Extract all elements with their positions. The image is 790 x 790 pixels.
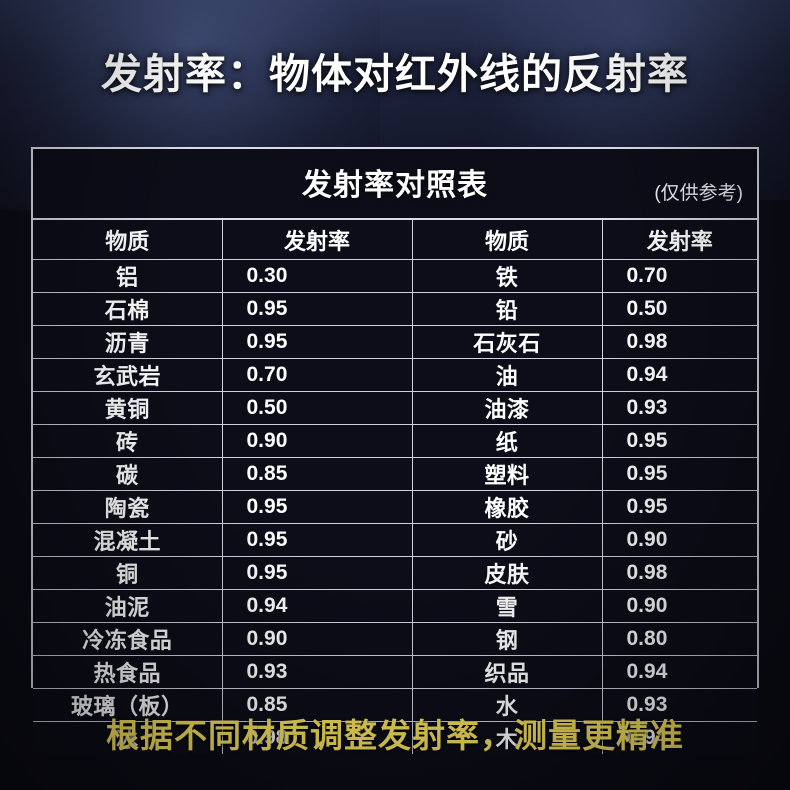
cell-emissivity-left: 0.85	[221, 457, 413, 491]
cell-substance-right: 织品	[411, 655, 603, 689]
table-row: 油泥 0.94 雪 0.90	[33, 589, 757, 623]
cell-emissivity-left: 0.95	[221, 325, 413, 359]
table-header-row: 物质 发射率 物质 发射率	[33, 220, 757, 260]
emissivity-table-card: 发射率对照表 (仅供参考) 物质 发射率 物质 发射率 铝 0.30 铁 0.70 石棉…	[31, 147, 759, 754]
cell-emissivity-left: 0.93	[221, 655, 413, 689]
table-row: 冷冻食品 0.90 钢 0.80	[33, 622, 757, 656]
cell-emissivity-right: 0.94	[601, 655, 757, 689]
cell-substance-right: 砂	[411, 523, 603, 557]
table-row: 石棉 0.95 铅 0.50	[33, 292, 757, 326]
cell-substance-left: 油泥	[33, 589, 223, 623]
cell-emissivity-left: 0.90	[221, 424, 413, 458]
cell-substance-right: 油漆	[411, 391, 603, 425]
cell-emissivity-left: 0.95	[221, 556, 413, 590]
emissivity-table: 物质 发射率 物质 发射率 铝 0.30 铁 0.70 石棉 0.95 铅 0.50 沥青 0.9…	[33, 220, 757, 754]
cell-substance-right: 铅	[411, 292, 603, 326]
cell-substance-left: 铜	[33, 556, 223, 590]
cell-emissivity-right: 0.94	[601, 358, 757, 392]
table-row: 玻璃（板） 0.85 水 0.93	[33, 688, 757, 722]
column-header-substance-left: 物质	[33, 220, 223, 260]
cell-substance-left: 热食品	[33, 655, 223, 689]
cell-emissivity-left: 0.30	[221, 259, 413, 293]
cell-substance-right: 铁	[411, 259, 603, 293]
table-row: 混凝土 0.95 砂 0.90	[33, 523, 757, 557]
table-row: 热食品 0.93 织品 0.94	[33, 655, 757, 689]
table-row: 沥青 0.95 石灰石 0.98	[33, 325, 757, 359]
cell-substance-left: 砖	[33, 424, 223, 458]
cell-emissivity-left: 0.95	[221, 523, 413, 557]
cell-substance-right: 橡胶	[411, 490, 603, 524]
cell-emissivity-right: 0.98	[601, 325, 757, 359]
table-row: 碳 0.85 塑料 0.95	[33, 457, 757, 491]
cell-emissivity-right: 0.80	[601, 622, 757, 656]
cell-emissivity-right: 0.98	[601, 556, 757, 590]
cell-substance-left: 碳	[33, 457, 223, 491]
footer-caption: 根据不同材质调整发射率，测量更精准	[106, 717, 684, 754]
cell-emissivity-left: 0.50	[221, 391, 413, 425]
table-row: 铝 0.30 铁 0.70	[33, 259, 757, 293]
cell-emissivity-right: 0.90	[601, 589, 757, 623]
cell-emissivity-right: 0.50	[601, 292, 757, 326]
cell-emissivity-left: 0.94	[221, 589, 413, 623]
cell-emissivity-right: 0.95	[601, 424, 757, 458]
cell-substance-right: 塑料	[411, 457, 603, 491]
cell-substance-left: 铝	[33, 259, 223, 293]
cell-emissivity-right: 0.94	[601, 721, 757, 754]
cell-substance-left: 石棉	[33, 292, 223, 326]
table-row: 玄武岩 0.70 油 0.94	[33, 358, 757, 392]
cell-emissivity-left: 0.70	[221, 358, 413, 392]
cell-emissivity-right: 0.93	[601, 688, 757, 722]
cell-substance-right: 水	[411, 688, 603, 722]
cell-substance-right: 皮肤	[411, 556, 603, 590]
cell-emissivity-right: 0.90	[601, 523, 757, 557]
cell-emissivity-left: 0.90	[221, 622, 413, 656]
table-header-banner: 发射率对照表 (仅供参考)	[33, 149, 757, 220]
cell-substance-left: 沥青	[33, 325, 223, 359]
column-header-substance-right: 物质	[411, 220, 603, 260]
cell-emissivity-left: 0.85	[221, 688, 413, 722]
cell-substance-right: 油	[411, 358, 603, 392]
cell-substance-left: 混凝土	[33, 523, 223, 557]
cell-substance-left: 冰	[33, 721, 223, 754]
cell-substance-right: 钢	[411, 622, 603, 656]
cell-emissivity-left: 0.95	[221, 292, 413, 326]
table-body: 铝 0.30 铁 0.70 石棉 0.95 铅 0.50 沥青 0.95 石灰石 0.98 玄武岩 0.7…	[33, 259, 757, 754]
cell-emissivity-right: 0.70	[601, 259, 757, 293]
cell-emissivity-left: 0.95	[221, 490, 413, 524]
cell-substance-left: 陶瓷	[33, 490, 223, 524]
cell-substance-left: 黄铜	[33, 391, 223, 425]
cell-emissivity-right: 0.95	[601, 457, 757, 491]
cell-substance-right: 纸	[411, 424, 603, 458]
cell-emissivity-left: 0.98	[221, 721, 413, 754]
cell-substance-right: 雪	[411, 589, 603, 623]
cell-substance-right: 木	[411, 721, 603, 754]
table-row: 铜 0.95 皮肤 0.98	[33, 556, 757, 590]
table-row: 冰 0.98 木 0.94	[33, 721, 757, 754]
column-header-emissivity-left: 发射率	[221, 220, 413, 260]
table-row: 砖 0.90 纸 0.95	[33, 424, 757, 458]
page-title: 发射率：物体对红外线的反射率	[101, 51, 689, 97]
cell-substance-left: 冷冻食品	[33, 622, 223, 656]
cell-substance-right: 石灰石	[411, 325, 603, 359]
table-title: 发射率对照表	[302, 169, 488, 202]
column-header-emissivity-right: 发射率	[601, 220, 757, 260]
table-row: 黄铜 0.50 油漆 0.93	[33, 391, 757, 425]
table-reference-note: (仅供参考)	[654, 183, 743, 204]
cell-substance-left: 玄武岩	[33, 358, 223, 392]
cell-emissivity-right: 0.93	[601, 391, 757, 425]
cell-emissivity-right: 0.95	[601, 490, 757, 524]
table-row: 陶瓷 0.95 橡胶 0.95	[33, 490, 757, 524]
